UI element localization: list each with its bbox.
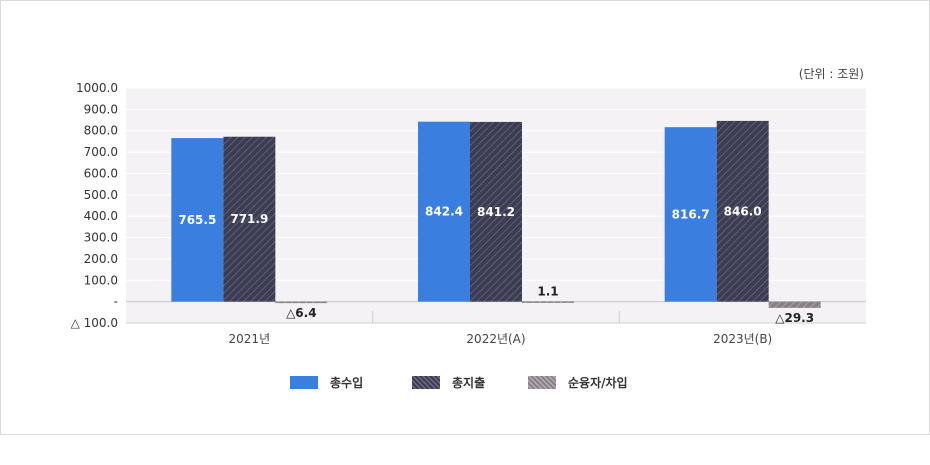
data-label: 841.2	[477, 205, 515, 219]
bar	[223, 136, 276, 302]
bar	[768, 301, 821, 308]
legend: 총수입 총지출 순융자/차입	[0, 370, 930, 394]
y-tick-label: 200.0	[84, 252, 118, 266]
y-tick-label: 300.0	[84, 231, 118, 245]
y-axis: 1000.0 900.0 800.0 700.0 600.0 500.0 400.0 300.…	[71, 81, 118, 330]
bar	[664, 127, 717, 302]
y-tick-label: 400.0	[84, 209, 118, 223]
legend-swatch	[412, 375, 440, 389]
y-tick-label: -	[114, 295, 118, 309]
data-label: △29.3	[775, 311, 814, 325]
legend-item: 총지출	[412, 370, 485, 394]
data-label: △6.4	[286, 306, 317, 320]
bar	[716, 120, 769, 302]
y-tick-label: 500.0	[84, 188, 118, 202]
legend-label: 순융자/차입	[568, 375, 628, 390]
y-tick-label: 1000.0	[76, 81, 118, 95]
data-label: 1.1	[537, 284, 558, 298]
bar	[522, 301, 574, 303]
data-label: 771.9	[230, 212, 268, 226]
legend-label: 총지출	[452, 375, 486, 390]
bars	[171, 120, 821, 308]
y-tick-label: 100.0	[84, 273, 118, 287]
x-tick-label: 2023년(B)	[713, 332, 772, 346]
y-tick-label: △ 100.0	[71, 316, 118, 330]
x-tick-label: 2022년(A)	[466, 332, 525, 346]
legend-item: 순융자/차입	[528, 370, 628, 394]
x-tick-label: 2021년	[229, 332, 271, 346]
data-label: 765.5	[178, 213, 216, 227]
y-tick-label: 600.0	[84, 166, 118, 180]
legend-label: 총수입	[330, 375, 364, 390]
data-label: 846.0	[724, 204, 762, 218]
bar	[418, 121, 470, 302]
unit-note: (단위 : 조원)	[799, 67, 864, 81]
legend-swatch	[290, 375, 318, 389]
data-labels: 765.5 771.9 △6.4 842.4 841.2 1.1 816.7 846.0 △29…	[178, 204, 814, 325]
y-tick-label: 700.0	[84, 145, 118, 159]
legend-swatch	[528, 375, 556, 389]
chart-canvas: 1000.0 900.0 800.0 700.0 600.0 500.0 400.0 300.…	[71, 67, 866, 346]
data-label: 842.4	[425, 205, 463, 219]
y-tick-label: 900.0	[84, 102, 118, 116]
x-axis: 2021년 2022년(A) 2023년(B)	[229, 311, 772, 346]
y-tick-label: 800.0	[84, 124, 118, 138]
data-label: 816.7	[672, 207, 710, 221]
bar	[171, 138, 224, 302]
bar	[275, 301, 328, 304]
legend-item: 총수입	[290, 370, 363, 394]
bar	[470, 121, 522, 302]
